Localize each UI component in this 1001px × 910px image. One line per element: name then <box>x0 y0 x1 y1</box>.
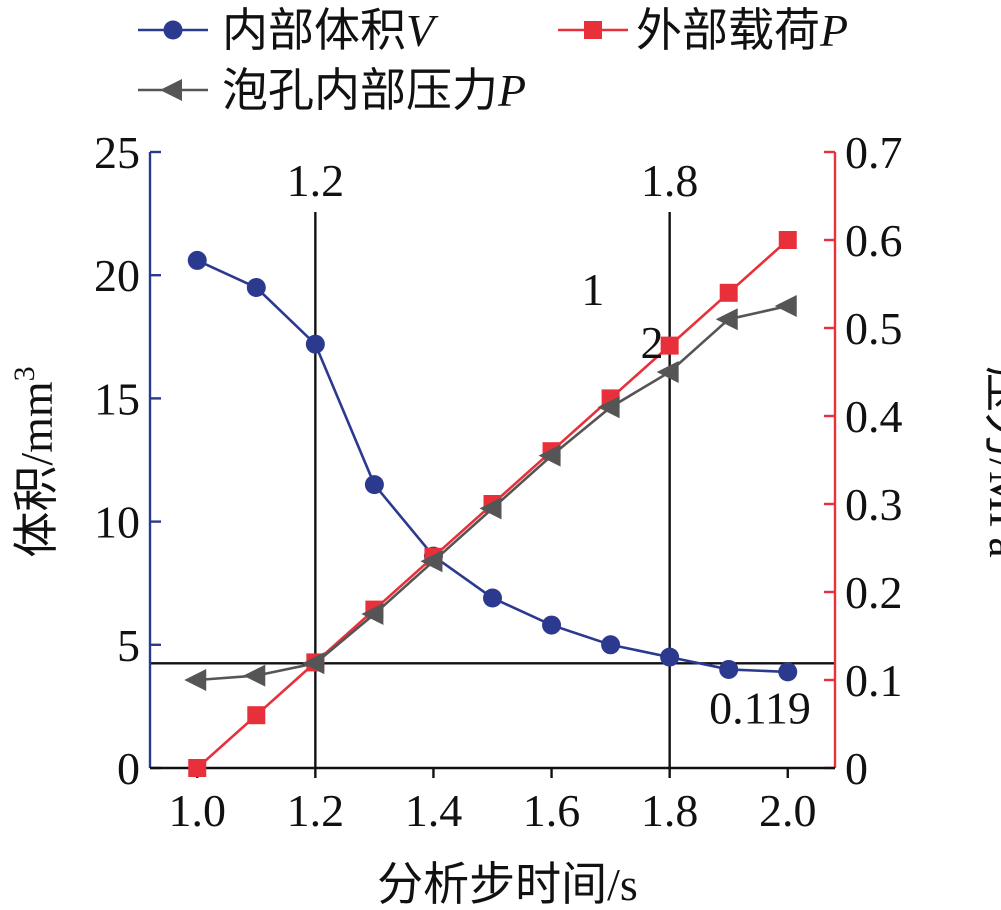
legend-label: 内部体积V <box>222 5 439 56</box>
curve-annotation: 2 <box>640 317 663 368</box>
y-right-tick-label: 0.1 <box>845 655 903 706</box>
x-tick-label: 1.6 <box>523 785 581 836</box>
x-tick-label: 1.0 <box>168 785 226 836</box>
x-tick-label: 1.2 <box>287 785 345 836</box>
data-point <box>247 706 266 725</box>
data-point <box>420 550 443 573</box>
y-right-tick-label: 0.7 <box>845 127 903 178</box>
data-point <box>715 308 738 331</box>
data-point <box>538 444 561 467</box>
x-tick-label: 2.0 <box>759 785 817 836</box>
legend-label: 外部载荷P <box>636 5 848 56</box>
data-point <box>302 652 325 675</box>
y-right-tick-label: 0.3 <box>845 479 903 530</box>
data-point <box>187 250 207 270</box>
data-point <box>361 603 384 625</box>
curve-annotation: 1 <box>581 264 604 315</box>
data-point <box>483 588 502 608</box>
y-right-tick-label: 0.2 <box>845 567 903 618</box>
data-point <box>719 659 739 679</box>
data-point <box>656 361 679 383</box>
y-axis-left-title: 体积/mm3 <box>8 366 62 557</box>
reference-line-label: 0.119 <box>709 682 811 733</box>
y-right-tick-label: 0.4 <box>845 391 903 442</box>
data-point <box>597 396 620 419</box>
x-tick-label: 1.4 <box>405 785 463 836</box>
y-left-tick-label: 0 <box>117 743 140 794</box>
y-left-tick-label: 5 <box>117 620 140 671</box>
legend-marker <box>584 21 602 39</box>
legend-label: 泡孔内部压力P <box>222 65 526 116</box>
legend-marker <box>163 20 183 40</box>
data-point <box>778 231 797 249</box>
data-point <box>479 497 502 520</box>
y-left-tick-label: 20 <box>94 250 140 301</box>
data-point <box>243 664 266 687</box>
data-point <box>188 759 207 777</box>
data-point <box>542 615 562 635</box>
series-line <box>196 259 788 674</box>
reference-line-label: 1.2 <box>287 155 345 206</box>
x-tick-label: 1.8 <box>641 785 699 836</box>
series-line <box>197 304 789 682</box>
reference-line-label: 1.8 <box>641 155 699 206</box>
data-point <box>305 334 325 354</box>
x-axis-title: 分析步时间/s <box>377 859 638 910</box>
y-left-tick-label: 25 <box>94 127 140 178</box>
data-point <box>660 647 680 667</box>
data-point <box>364 475 384 495</box>
data-point <box>601 635 621 655</box>
y-axis-right-title: 压力/MPa <box>980 366 1001 558</box>
y-right-tick-label: 0.5 <box>845 303 903 354</box>
data-point <box>184 669 207 691</box>
y-right-tick-label: 0 <box>845 743 868 794</box>
data-point <box>778 662 798 682</box>
data-point <box>774 295 797 317</box>
y-left-tick-label: 10 <box>94 497 140 548</box>
data-point <box>246 278 266 298</box>
y-right-tick-label: 0.6 <box>845 215 903 266</box>
data-point <box>660 336 679 355</box>
data-point <box>719 283 738 302</box>
legend-marker <box>160 79 182 101</box>
y-left-tick-label: 15 <box>94 373 140 424</box>
